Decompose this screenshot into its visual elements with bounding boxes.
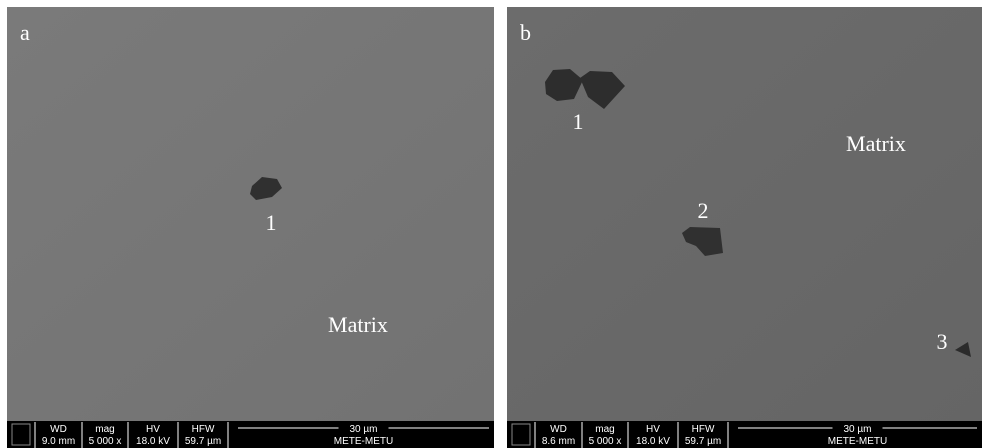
info-value: 59.7 µm bbox=[185, 436, 221, 447]
info-header: mag bbox=[595, 424, 614, 435]
info-value: 18.0 kV bbox=[136, 436, 170, 447]
annotation: Matrix bbox=[846, 131, 906, 156]
institution: METE-METU bbox=[334, 436, 393, 447]
annotation: Matrix bbox=[328, 312, 388, 337]
scale-label: 30 µm bbox=[844, 424, 872, 435]
panel-label: a bbox=[20, 20, 30, 45]
annotation: 1 bbox=[573, 109, 584, 134]
micrograph-a bbox=[7, 7, 494, 421]
info-header: HV bbox=[646, 424, 660, 435]
info-header: WD bbox=[550, 424, 567, 435]
info-value: 5 000 x bbox=[89, 436, 122, 447]
info-value: 5 000 x bbox=[589, 436, 622, 447]
info-value: 59.7 µm bbox=[685, 436, 721, 447]
annotation: 3 bbox=[937, 329, 948, 354]
institution: METE-METU bbox=[828, 436, 887, 447]
scale-label: 30 µm bbox=[350, 424, 378, 435]
info-value: 9.0 mm bbox=[42, 436, 75, 447]
annotation: 1 bbox=[266, 210, 277, 235]
info-header: HFW bbox=[192, 424, 215, 435]
info-header: mag bbox=[95, 424, 114, 435]
info-bar bbox=[7, 421, 494, 448]
micrograph-b bbox=[507, 7, 982, 421]
info-header: WD bbox=[50, 424, 67, 435]
info-value: 18.0 kV bbox=[636, 436, 670, 447]
info-header: HV bbox=[146, 424, 160, 435]
annotation: 2 bbox=[698, 198, 709, 223]
figure: a1MatrixWD9.0 mmmag5 000 xHV18.0 kVHFW59… bbox=[0, 0, 982, 448]
info-value: 8.6 mm bbox=[542, 436, 575, 447]
info-header: HFW bbox=[692, 424, 715, 435]
panel-label: b bbox=[520, 20, 531, 45]
info-bar bbox=[507, 421, 982, 448]
